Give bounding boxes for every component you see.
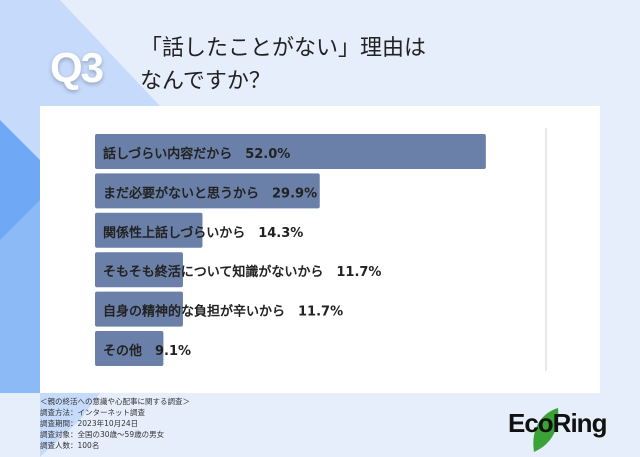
title-line-2: なんですか？ (140, 69, 271, 94)
bar (95, 291, 183, 327)
bar-chart: 話しづらい内容だから 52.0% まだ必要がないと思うから 29.9% 関係性上話し… (95, 128, 547, 371)
survey-name: ＜親の終活への意識や心配事に関する調査＞ (40, 397, 190, 406)
survey-period: 調査期間：2023年10月24日 (40, 419, 139, 428)
bar-label: 話しづらい内容だから 52.0% (103, 146, 290, 162)
survey-method: 調査方法：インターネット調査 (40, 408, 145, 417)
bar (95, 212, 203, 248)
survey-info: ＜親の終活への意識や心配事に関する調査＞ 調査方法：インターネット調査 調査期間… (40, 396, 190, 451)
ecoring-logo: EcoRing (508, 408, 607, 438)
bar (95, 252, 183, 288)
bar-label: まだ必要がないと思うから 29.9% (103, 185, 317, 201)
survey-target: 調査対象：全国の30歳〜59歳の男女 (40, 430, 165, 439)
survey-count: 調査人数：100名 (40, 441, 100, 450)
page-title: 「話したことがない」理由は なんですか？ (140, 32, 426, 98)
bar-label: 自身の精神的な負担が辛いから 11.7% (103, 304, 343, 320)
bar (95, 134, 486, 169)
bar-label: そもそも終活について知識がないから 11.7% (103, 264, 381, 280)
bar-label: その他 9.1% (103, 343, 191, 359)
bar (95, 331, 164, 366)
bar-label: 関係性上話しづらいから 14.3% (103, 225, 303, 241)
chart-panel: 話しづらい内容だから 52.0% まだ必要がないと思うから 29.9% 関係性上話し… (40, 106, 600, 393)
question-number: Q3 (50, 44, 104, 91)
title-line-1: 「話したことがない」理由は (140, 36, 427, 61)
bar (95, 173, 320, 209)
leaf-icon (533, 408, 559, 452)
